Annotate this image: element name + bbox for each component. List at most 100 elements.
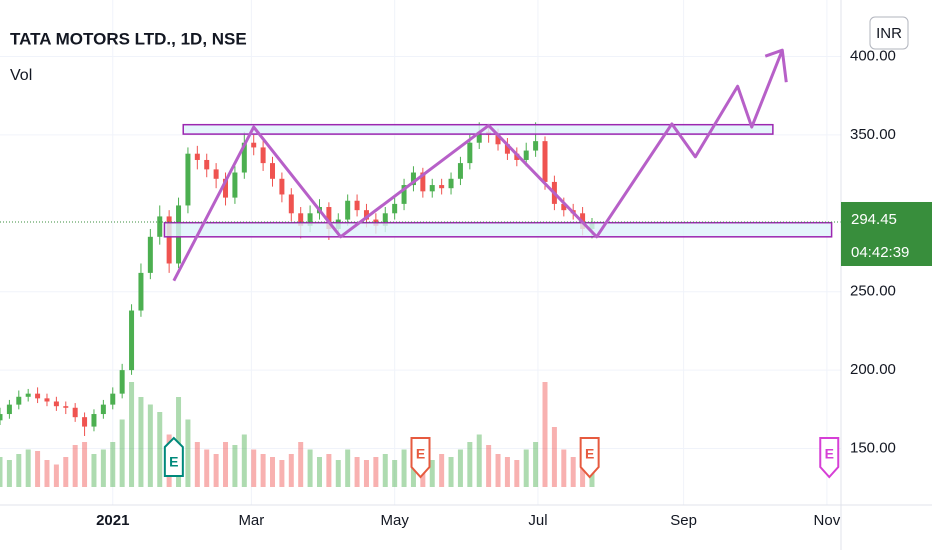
volume-bar [0,457,3,487]
candle-body [35,393,41,399]
arrow-head [764,48,788,83]
candle-body [185,153,191,206]
y-tick-label: 400.00 [850,47,896,64]
candle-body [495,134,501,145]
candle-body [392,203,398,214]
candle-body [401,185,407,204]
candle-body [110,393,116,405]
earnings-label: E [169,454,178,470]
earnings-marker [163,436,184,477]
candle-body [166,216,172,264]
y-tick-label: 150.00 [850,440,896,457]
volume-bar [63,457,69,487]
volume-bar [232,445,238,487]
y-tick-label: 350.00 [850,126,896,143]
volume-bar [138,397,144,487]
currency-box[interactable] [869,16,909,50]
candle-body [223,178,229,198]
candle-body [270,163,276,179]
candle-body [147,236,153,273]
volume-bar [241,434,247,487]
candle-body [260,147,266,164]
x-tick-label: Sep [670,512,697,529]
candle-body [44,398,50,402]
volume-bar [119,419,125,487]
candle-body [241,142,247,173]
last-price-label: 294.45 [851,211,897,228]
countdown-label: 04:42:39 [851,244,909,261]
candle-body [307,213,313,226]
zone [163,221,833,238]
volume-bar [251,449,257,487]
candle-body [100,404,106,415]
volume-bar [279,460,285,487]
axes: 400.00 350.00 250.00 200.00 150.00 2021 Mar May… [96,47,932,529]
x-tick-label: Mar [238,512,264,529]
earnings-marker [410,437,431,479]
volume-bar [354,457,360,487]
chart-title: TATA MOTORS LTD., 1D, NSE [10,29,247,48]
candle-body [138,272,144,311]
volume-bar [157,412,163,487]
volume-bar [363,460,369,487]
candle-body [561,203,567,211]
x-tick-label: Nov [814,512,841,529]
x-tick-label: Jul [528,512,547,529]
candle-body [91,414,97,427]
volume-bar [504,457,510,487]
projection-path [172,49,784,282]
candle-body [514,153,520,160]
volume-bar [260,454,266,487]
y-tick-label: 250.00 [850,283,896,300]
volume-bar [213,454,219,487]
currency[interactable]: INR [876,25,902,42]
candle-body [523,150,529,160]
volume-bar [298,442,304,487]
volume-bar [82,442,88,487]
volume-bar [486,445,492,487]
candle-body [345,200,351,220]
volume-bar [16,454,22,487]
earnings-marker [819,437,840,479]
candle-body [533,141,539,151]
volume-bar [429,460,435,487]
earnings-marker [579,437,600,479]
volume-bar [551,427,557,487]
volume-bar [288,454,294,487]
candle-body [476,131,482,143]
volume-bar [335,460,341,487]
last-price-box [841,201,932,266]
candle-body [410,172,416,186]
candle-body [129,310,135,371]
volume-bar [110,442,116,487]
candle-body [279,178,285,195]
volume-bar [326,454,332,487]
volume-bar [316,457,322,487]
earnings-label: E [585,446,594,462]
volume-bar [570,457,576,487]
volume-bar [223,442,229,487]
volume-bar [35,451,41,487]
volume-bar [533,442,539,487]
earnings-label: E [825,446,834,462]
volume-bar [401,449,407,487]
candle-body [467,142,473,164]
candle-body [448,178,454,189]
volume-bar [204,449,210,487]
candle-body [72,407,78,418]
volume-label: Vol [10,67,32,84]
candle-body [504,144,510,154]
volume-bar [44,460,50,487]
volume-bar [476,434,482,487]
candle-body [542,141,548,182]
candle-body [382,213,388,226]
candle-body [298,213,304,226]
volume-bar [523,449,529,487]
volume-bar [25,449,31,487]
candle-body [6,404,12,415]
volume-bar [100,449,106,487]
candle-body [204,159,210,170]
candle-body [16,396,22,405]
